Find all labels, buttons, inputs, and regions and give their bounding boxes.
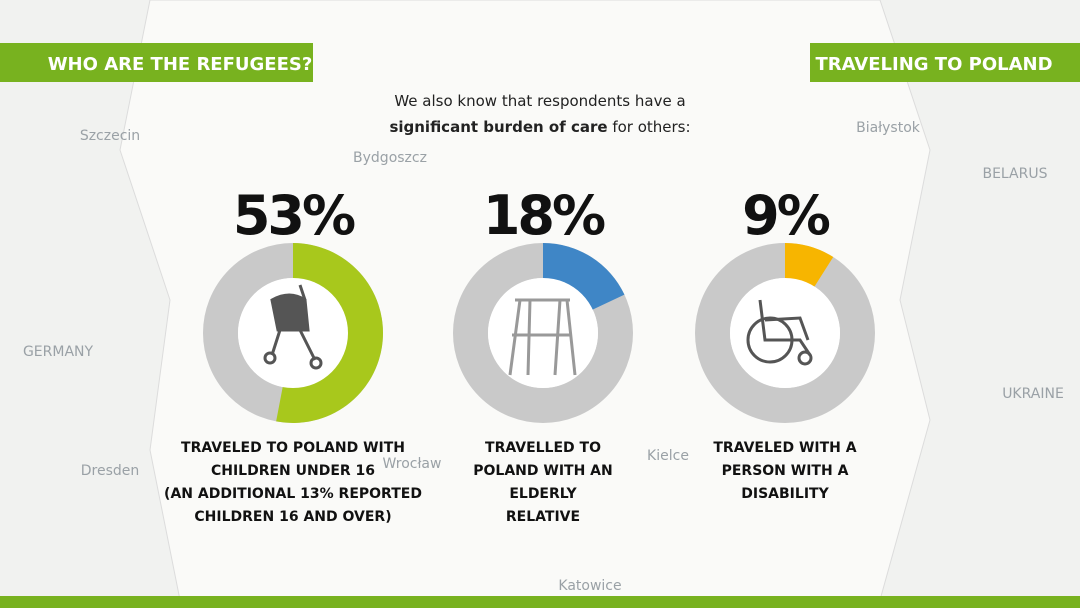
caption-line: ELDERLY: [509, 486, 577, 502]
caption-line: (AN ADDITIONAL 13% REPORTED: [164, 486, 422, 502]
percent-label: 53%: [233, 184, 355, 247]
caption-line: CHILDREN 16 AND OVER): [194, 509, 391, 525]
caption-line: CHILDREN UNDER 16: [211, 463, 375, 479]
percent-label: 18%: [483, 184, 605, 247]
map-label: Wrocław: [383, 456, 442, 472]
map-label: Dresden: [81, 463, 140, 479]
caption-line: TRAVELED TO POLAND WITH: [181, 440, 405, 456]
caption-line: PERSON WITH A: [722, 463, 849, 479]
header-left: WHO ARE THE REFUGEES?: [48, 54, 313, 75]
icons: [263, 284, 813, 376]
header-bar-left: [0, 43, 313, 82]
intro-line: significant burden of care for others:: [389, 118, 690, 136]
intro-line: We also know that respondents have a: [394, 92, 685, 110]
caption-line: TRAVELLED TO: [485, 440, 601, 456]
footer-bar: [0, 596, 1080, 608]
map-label: BELARUS: [982, 166, 1047, 182]
map-label: GERMANY: [23, 344, 94, 360]
map-label: Kielce: [647, 448, 689, 464]
stroller-icon: [263, 284, 323, 370]
header-right: TRAVELING TO POLAND: [815, 54, 1052, 75]
donut-hole: [730, 278, 840, 388]
map-label: Szczecin: [80, 128, 140, 144]
donut-hole: [488, 278, 598, 388]
caption-line: RELATIVE: [506, 509, 580, 525]
header-bar-right: [810, 43, 1080, 82]
caption-line: TRAVELED WITH A: [713, 440, 856, 456]
map-label: UKRAINE: [1002, 386, 1064, 402]
walker-icon: [508, 298, 577, 376]
map-label: Katowice: [558, 578, 621, 594]
map-label: Bydgoszcz: [353, 150, 427, 166]
intro-bold: significant burden of care: [389, 118, 607, 136]
intro-rest: for others:: [612, 118, 690, 136]
map-label: Białystok: [856, 120, 921, 136]
wheelchair-icon: [746, 299, 813, 366]
caption-line: POLAND WITH AN: [473, 463, 612, 479]
caption-line: DISABILITY: [741, 486, 829, 502]
percent-label: 9%: [742, 184, 830, 247]
